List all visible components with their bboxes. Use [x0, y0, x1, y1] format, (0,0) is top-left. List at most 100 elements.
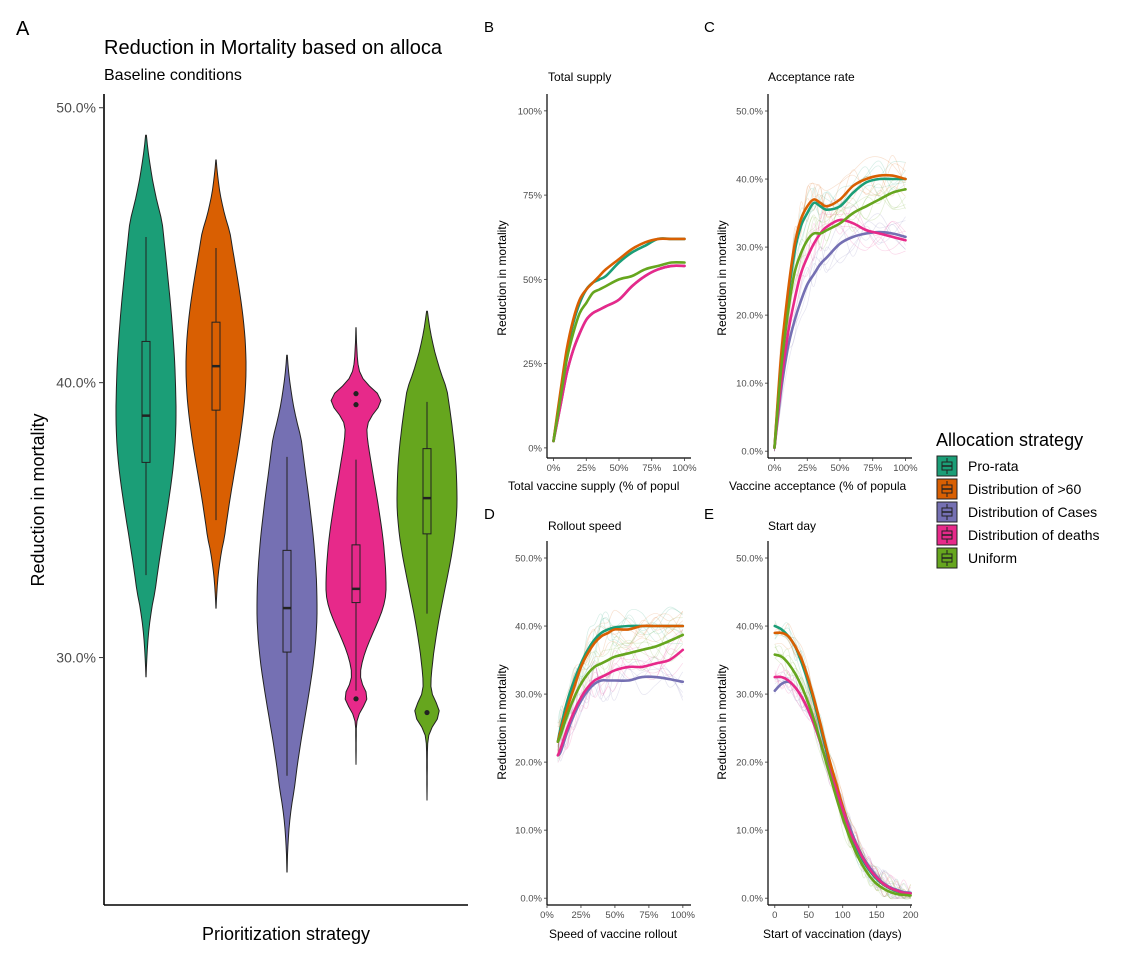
sim-run-distribution-of-60	[774, 628, 911, 899]
panel-label-d: D	[484, 506, 495, 523]
outlier-point-distribution-of-deaths	[353, 696, 359, 702]
panel-title-e: Start day	[768, 519, 816, 533]
sim-run-uniform	[774, 183, 906, 433]
y-axis-title-a: Reduction in mortality	[28, 413, 48, 586]
x-tick-label: 0%	[547, 463, 561, 474]
x-axis-title-d: Speed of vaccine rollout	[549, 927, 678, 941]
x-tick-label: 25%	[577, 463, 597, 474]
x-axis-title-a: Prioritization strategy	[202, 924, 370, 944]
box-uniform	[422, 448, 432, 535]
box-pro-rata	[141, 340, 151, 463]
legend-key-distribution-of-cases: Distribution of Cases	[936, 501, 1097, 523]
x-tick-label: 100%	[893, 463, 918, 474]
x-tick-label: 50%	[830, 463, 850, 474]
x-tick-label: 100%	[671, 910, 696, 921]
x-axis-title-e: Start of vaccination (days)	[763, 927, 902, 941]
panel-c: 0.0% 10.0% 20.0% 30.0% 40.0% 50.0% 0% 25% 50% 75%…	[736, 94, 918, 474]
legend-title: Allocation strategy	[936, 430, 1083, 450]
y-axis-title-b: Reduction in mortality	[495, 220, 509, 335]
y-tick-label: 0.0%	[741, 894, 763, 905]
panel-title-d: Rollout speed	[548, 519, 621, 533]
y-tick-label-a: 40.0%	[56, 375, 96, 391]
panel-d: 0.0% 10.0% 20.0% 30.0% 40.0% 50.0% 0% 25% 50% 75%…	[515, 541, 696, 921]
panel-label-c: C	[704, 19, 715, 36]
y-tick-label: 30.0%	[515, 690, 542, 701]
sim-run-pro-rata	[557, 613, 683, 724]
y-tick-label: 40.0%	[736, 175, 763, 186]
sim-run-distribution-of-cases	[774, 676, 911, 899]
x-tick-label: 200	[903, 910, 919, 921]
sim-run-distribution-of-deaths	[774, 212, 906, 439]
x-tick-label: 25%	[571, 910, 591, 921]
y-tick-label: 10.0%	[736, 826, 763, 837]
sim-run-uniform	[774, 645, 911, 899]
sim-run-distribution-of-60	[557, 609, 684, 752]
sim-run-uniform	[774, 646, 911, 899]
x-axis-title-c: Vaccine acceptance (% of popula	[729, 479, 907, 493]
y-axis-title-e: Reduction in mortality	[715, 664, 729, 779]
legend-key-distribution-of-deaths: Distribution of deaths	[936, 524, 1100, 546]
x-tick-label: 150	[869, 910, 885, 921]
y-tick-label: 50.0%	[736, 554, 763, 565]
sim-run-distribution-of-cases	[774, 224, 906, 451]
outlier-point-distribution-of-deaths	[353, 402, 359, 408]
sim-run-distribution-of-deaths	[774, 680, 911, 899]
y-axis-title-c: Reduction in mortality	[715, 220, 729, 335]
series-line-distribution-of-60	[773, 173, 907, 450]
sim-run-distribution-of-deaths	[774, 669, 911, 899]
x-tick-label: 0%	[768, 463, 782, 474]
panel-e: 0.0% 10.0% 20.0% 30.0% 40.0% 50.0% 0 50 100 150 20…	[736, 541, 919, 921]
panel-title-c: Acceptance rate	[768, 70, 855, 84]
legend-key-distribution-of-60: Distribution of >60	[936, 478, 1081, 500]
series-line-distribution-of-60	[552, 237, 686, 443]
legend: Allocation strategy Pro-rata Distribution…	[936, 430, 1100, 569]
legend-label: Distribution of Cases	[968, 504, 1097, 520]
panel-b: 0% 25% 50% 75% 100% 0% 25% 50% 75% 100%	[518, 94, 697, 474]
chart-subtitle-a: Baseline conditions	[104, 67, 242, 84]
series-line-uniform	[552, 260, 686, 443]
x-tick-label: 75%	[642, 463, 662, 474]
x-tick-label: 50	[803, 910, 814, 921]
chart-title-a: Reduction in Mortality based on alloca	[104, 37, 443, 59]
series-line-distribution-of-deaths	[773, 675, 912, 895]
panel-label-a: A	[16, 18, 30, 40]
sim-run-uniform	[774, 657, 911, 899]
y-tick-label: 0%	[528, 443, 542, 454]
y-tick-label: 50%	[523, 275, 543, 286]
sim-run-distribution-of-deaths	[774, 672, 911, 899]
y-tick-label: 40.0%	[736, 622, 763, 633]
outlier-point-uniform	[424, 709, 430, 716]
x-tick-label: 50%	[609, 463, 629, 474]
series-line-distribution-of-60	[556, 624, 685, 743]
legend-label: Distribution of >60	[968, 481, 1081, 497]
sim-run-distribution-of-60	[774, 174, 906, 443]
y-tick-label: 20.0%	[736, 758, 763, 769]
x-tick-label: 100%	[672, 463, 697, 474]
sim-run-distribution-of-cases	[774, 675, 911, 899]
series-line-distribution-of-deaths	[556, 648, 685, 757]
x-tick-label: 0	[772, 910, 777, 921]
y-tick-label: 20.0%	[515, 758, 542, 769]
box-distribution-of-deaths	[351, 544, 361, 604]
sim-run-distribution-of-60	[774, 622, 911, 898]
series-line-distribution-of-deaths	[552, 264, 686, 443]
legend-key-uniform: Uniform	[936, 547, 1017, 569]
sim-run-distribution-of-deaths	[774, 670, 911, 897]
series-line-uniform	[556, 633, 685, 743]
legend-label: Uniform	[968, 550, 1017, 566]
sim-run-pro-rata	[774, 165, 906, 452]
outlier-point-distribution-of-deaths	[353, 391, 359, 397]
y-tick-label: 10.0%	[736, 379, 763, 390]
sim-run-uniform	[774, 643, 911, 899]
series-line-pro-rata	[552, 237, 686, 443]
sim-run-distribution-of-60	[774, 643, 911, 897]
y-tick-label: 0.0%	[520, 894, 542, 905]
y-tick-label: 75%	[523, 191, 543, 202]
y-tick-label: 100%	[518, 106, 543, 117]
series-line-distribution-of-cases	[773, 680, 912, 895]
legend-label: Pro-rata	[968, 458, 1019, 474]
box-distribution-of-cases	[282, 549, 292, 653]
x-tick-label: 25%	[798, 463, 818, 474]
sim-run-distribution-of-deaths	[557, 629, 684, 763]
